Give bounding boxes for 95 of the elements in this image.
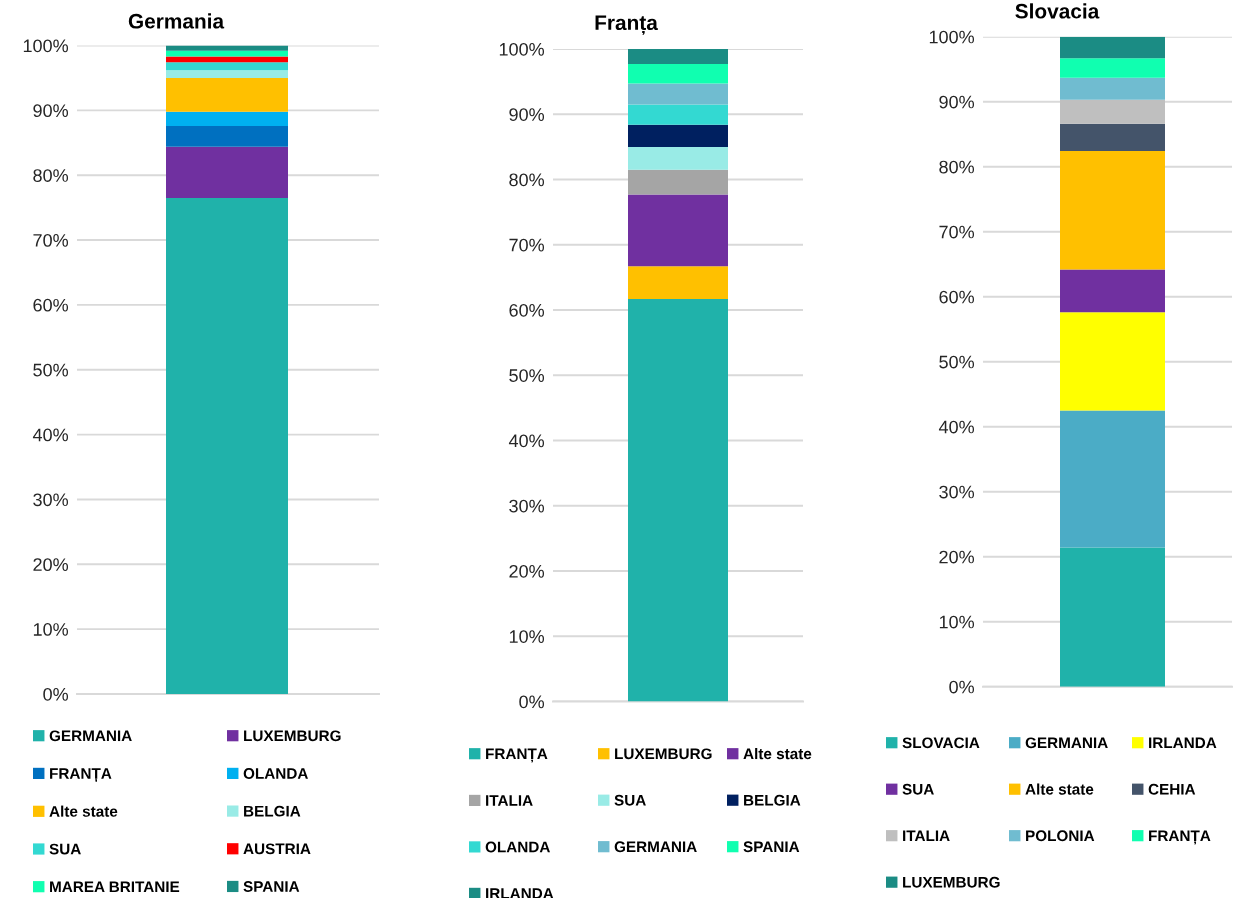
bar — [166, 45, 288, 51]
y-tick-label: 80% — [509, 173, 545, 187]
legend-label: AUSTRIA — [243, 843, 311, 855]
y-tick-label: 90% — [509, 108, 545, 121]
bar — [628, 104, 728, 125]
bar — [166, 70, 288, 78]
bar — [628, 146, 728, 170]
y-tick-label: 20% — [33, 558, 69, 572]
y-tick-label: 30% — [939, 485, 975, 499]
y-tick-label: 60% — [509, 303, 545, 317]
legend-label: FRANȚA — [50, 768, 112, 783]
y-tick-label: 50% — [939, 355, 975, 369]
y-tick-label: 50% — [33, 363, 69, 377]
legend-label: FRANȚA — [1149, 830, 1211, 845]
bar — [166, 77, 288, 112]
bar — [628, 124, 728, 147]
bar — [1060, 312, 1165, 411]
y-tick-label: 10% — [33, 623, 69, 636]
legend-label: MAREA BRITANIE — [50, 881, 180, 893]
y-tick-label: 50% — [509, 369, 545, 382]
legend-label: FRANȚA — [486, 748, 548, 763]
legend-label: IRLANDA — [486, 888, 554, 898]
y-tick-label: 100% — [499, 42, 545, 56]
bar — [628, 64, 728, 84]
bar — [166, 146, 288, 198]
legend-label: BELGIA — [244, 805, 301, 817]
y-tick-label: 80% — [33, 169, 69, 182]
bar — [628, 83, 728, 105]
legend-label: Alte state — [743, 747, 812, 760]
y-tick-label: 40% — [938, 420, 975, 434]
chart-title: Franța — [595, 15, 658, 35]
legend-label: SLOVACIA — [902, 737, 980, 749]
legend-label: GERMANIA — [49, 730, 132, 742]
bar — [1060, 269, 1165, 313]
legend-label: POLONIA — [1026, 830, 1095, 842]
bar — [628, 266, 728, 299]
bar — [1060, 58, 1165, 78]
chart-title: Slovacia — [1015, 3, 1100, 19]
y-tick-label: 100% — [23, 39, 69, 53]
bar — [628, 169, 728, 195]
y-tick-label: 0% — [43, 687, 69, 701]
bar — [166, 197, 288, 694]
y-tick-label: 0% — [519, 695, 545, 709]
legend-label: SPANIA — [743, 841, 800, 853]
y-tick-label: 70% — [509, 238, 545, 252]
legend-label: BELGIA — [744, 794, 801, 806]
legend-label: GERMANIA — [614, 841, 697, 853]
y-tick-label: 90% — [33, 104, 69, 118]
legend-label: ITALIA — [486, 795, 533, 806]
legend-label: OLANDA — [485, 841, 550, 853]
bar — [1060, 99, 1165, 124]
bar — [166, 125, 288, 147]
bar — [628, 49, 728, 65]
legend-label: IRLANDA — [1149, 737, 1217, 749]
y-tick-label: 90% — [939, 95, 975, 109]
bar — [1060, 36, 1165, 59]
bar — [1060, 123, 1165, 152]
legend-label: LUXEMBURG — [903, 876, 1000, 888]
legend-label: LUXEMBURG — [615, 748, 712, 760]
bar — [166, 50, 288, 57]
legend-label: CEHIA — [1148, 783, 1196, 795]
bar — [1060, 547, 1165, 687]
legend-label: ITALIA — [903, 830, 950, 842]
y-tick-label: 0% — [949, 680, 975, 694]
legend-label: OLANDA — [243, 768, 308, 779]
legend-label: SPANIA — [243, 881, 300, 892]
y-tick-label: 30% — [509, 499, 545, 513]
bar — [1060, 410, 1165, 548]
y-tick-label: 20% — [939, 550, 975, 564]
y-tick-label: 60% — [939, 290, 975, 304]
bar — [1060, 77, 1165, 100]
y-tick-label: 70% — [939, 225, 975, 239]
y-tick-label: 10% — [939, 615, 975, 629]
chart-title: Germania — [128, 13, 225, 29]
legend-label: SUA — [614, 794, 646, 806]
legend-label: LUXEMBURG — [244, 730, 341, 742]
y-tick-label: 40% — [32, 428, 69, 442]
y-tick-label: 10% — [509, 630, 545, 643]
bar — [628, 194, 728, 267]
y-tick-label: 30% — [33, 493, 69, 507]
legend-label: SUA — [49, 843, 81, 855]
bar — [166, 111, 288, 126]
y-tick-label: 80% — [939, 160, 975, 174]
y-tick-label: 40% — [508, 434, 545, 448]
bar — [166, 62, 288, 71]
y-tick-label: 70% — [33, 233, 69, 247]
bar — [628, 298, 728, 702]
bar — [1060, 151, 1165, 270]
legend-label: SUA — [902, 783, 934, 795]
y-tick-label: 100% — [929, 30, 975, 44]
y-tick-label: 60% — [33, 298, 69, 312]
y-tick-label: 20% — [509, 564, 545, 578]
legend-label: GERMANIA — [1025, 737, 1108, 749]
legend-label: Alte state — [49, 805, 118, 817]
legend-label: Alte state — [1025, 783, 1094, 795]
